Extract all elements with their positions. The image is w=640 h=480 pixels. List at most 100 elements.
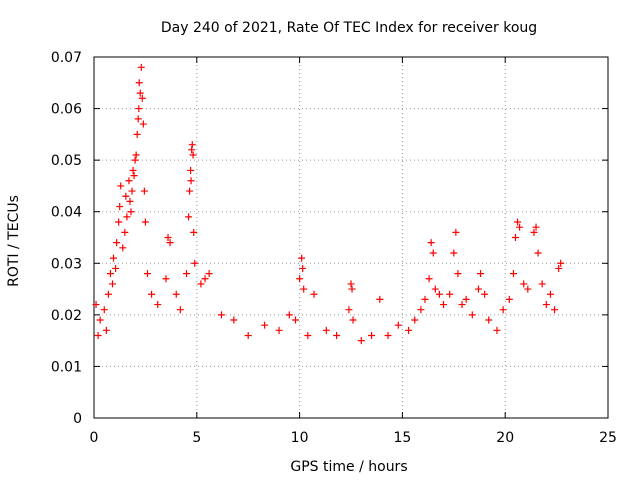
data-point — [187, 166, 195, 174]
data-point — [188, 141, 196, 149]
data-point — [450, 249, 458, 257]
data-point — [405, 326, 413, 334]
data-point — [516, 223, 524, 231]
x-tick-label: 10 — [291, 430, 309, 446]
chart-title: Day 240 of 2021, Rate Of TEC Index for r… — [161, 20, 537, 36]
data-point — [347, 280, 355, 288]
data-point — [113, 239, 121, 247]
data-point — [411, 316, 419, 324]
data-point — [128, 187, 136, 195]
data-point — [154, 301, 162, 309]
y-tick-label: 0 — [73, 411, 82, 427]
y-tick-label: 0.04 — [51, 205, 82, 221]
data-point — [115, 218, 123, 226]
data-point — [244, 331, 252, 339]
data-point — [106, 270, 114, 278]
data-point — [538, 280, 546, 288]
data-point — [384, 331, 392, 339]
data-point — [546, 290, 554, 298]
data-point — [440, 301, 448, 309]
y-tick-label: 0.07 — [51, 50, 82, 66]
data-point — [117, 182, 125, 190]
data-point — [435, 290, 443, 298]
data-point — [148, 290, 156, 298]
data-point — [304, 331, 312, 339]
data-point — [485, 316, 493, 324]
data-point — [186, 187, 194, 195]
data-point — [454, 270, 462, 278]
y-tick-label: 0.03 — [51, 256, 82, 272]
data-point — [217, 311, 225, 319]
y-axis-label: ROTI / TECUs — [6, 195, 22, 287]
data-point — [100, 306, 108, 314]
data-point — [189, 151, 197, 159]
data-point — [140, 187, 148, 195]
data-point — [183, 270, 191, 278]
data-point — [92, 301, 100, 309]
data-point — [112, 264, 120, 272]
data-point — [119, 244, 127, 252]
data-point — [429, 249, 437, 257]
data-point — [310, 290, 318, 298]
data-point — [127, 208, 135, 216]
data-point — [164, 234, 172, 241]
data-point — [126, 197, 134, 205]
data-point — [425, 275, 433, 283]
data-point — [109, 280, 117, 288]
data-point — [462, 295, 470, 303]
data-point — [333, 331, 341, 339]
data-point — [431, 285, 439, 293]
data-point — [137, 63, 145, 71]
data-point — [123, 213, 131, 221]
data-point — [141, 218, 149, 226]
data-point — [511, 234, 519, 241]
data-point — [96, 316, 104, 324]
x-axis-label: GPS time / hours — [290, 459, 407, 475]
data-point — [499, 306, 507, 314]
data-point — [188, 146, 196, 154]
data-point — [187, 177, 195, 185]
data-point — [116, 203, 124, 211]
data-point — [532, 223, 540, 231]
data-point — [427, 239, 435, 247]
data-point — [348, 285, 356, 293]
data-point — [139, 120, 147, 128]
data-point — [135, 105, 143, 113]
data-point — [299, 264, 307, 272]
data-point — [94, 331, 102, 339]
data-point — [275, 326, 283, 334]
data-point — [394, 321, 402, 329]
y-tick-label: 0.01 — [51, 359, 82, 375]
data-point — [132, 151, 140, 159]
data-point — [176, 306, 184, 314]
data-point — [542, 301, 550, 309]
data-point — [349, 316, 357, 324]
data-point — [530, 228, 538, 236]
data-point — [125, 177, 133, 185]
data-point — [368, 331, 376, 339]
data-point — [505, 295, 513, 303]
grid — [94, 57, 608, 418]
data-point — [136, 89, 144, 97]
y-tick-label: 0.02 — [51, 308, 82, 324]
data-point — [520, 280, 528, 288]
data-point — [509, 270, 517, 278]
data-point — [102, 326, 110, 334]
data-point — [205, 270, 213, 278]
data-point — [135, 79, 143, 87]
x-tick-label: 15 — [393, 430, 411, 446]
axis-ticks: 0 5 10 15 20 25 0 0.01 0.02 0.03 0.04 0.05 0.06 0.07 — [51, 50, 617, 446]
data-point — [291, 316, 299, 324]
data-point — [298, 254, 306, 262]
data-point — [190, 228, 198, 236]
y-tick-label: 0.05 — [51, 153, 82, 169]
data-point — [446, 290, 454, 298]
x-tick-label: 5 — [192, 430, 201, 446]
x-tick-label: 25 — [599, 430, 617, 446]
data-point — [230, 316, 238, 324]
data-point — [143, 270, 151, 278]
data-point — [285, 311, 293, 319]
data-point — [458, 301, 466, 309]
data-point — [555, 264, 563, 272]
data-point — [185, 213, 193, 221]
